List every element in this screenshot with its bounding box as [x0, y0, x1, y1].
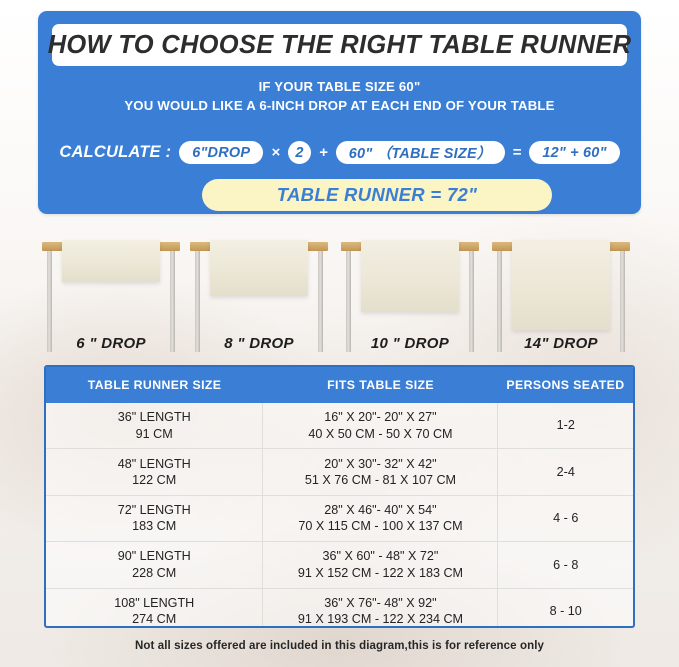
table-leg-left: [47, 248, 52, 352]
fits-inches: 20" X 30"- 32" X 42": [324, 456, 437, 471]
runner-inches: 108" LENGTH: [114, 595, 195, 610]
runner-cm: 122 CM: [132, 473, 177, 488]
fits-cm: 91 X 152 CM - 122 X 183 CM: [297, 565, 464, 580]
fits-cm: 51 X 76 CM - 81 X 107 CM: [304, 473, 457, 488]
subtitle-line-1: IF YOUR TABLE SIZE 60": [258, 79, 421, 94]
runner-result-text: TABLE RUNNER = 72": [276, 184, 478, 205]
drop-label: 14" DROP: [524, 335, 598, 352]
cell-runner-size: 48" LENGTH 122 CM: [46, 449, 264, 495]
calc-two-pill: 2: [288, 141, 312, 164]
drop-illustration-8: 8 " DROP: [186, 234, 332, 354]
runner-cm: 274 CM: [132, 612, 177, 627]
fits-cm: 40 X 50 CM - 50 X 70 CM: [308, 426, 453, 441]
runner-inches: 36" LENGTH: [117, 410, 191, 425]
fits-inches: 28" X 46"- 40" X 54": [324, 502, 437, 517]
fits-inches: 36" X 60" - 48" X 72": [322, 549, 439, 564]
table-leg-right: [469, 248, 474, 352]
plus-operator: +: [319, 144, 328, 161]
runner-cm: 228 CM: [132, 565, 177, 580]
runner-cm: 91 CM: [135, 426, 173, 441]
size-table: TABLE RUNNER SIZE FITS TABLE SIZE PERSON…: [44, 365, 635, 628]
drop-label: 6 " DROP: [76, 335, 146, 352]
cell-fits-table-size: 36" X 76"- 48" X 92" 91 X 193 CM - 122 X…: [263, 588, 499, 627]
drop-illustration-6: 6 " DROP: [38, 234, 184, 354]
hero-subtitle: IF YOUR TABLE SIZE 60" YOU WOULD LIKE A …: [38, 77, 641, 115]
runner-inches: 90" LENGTH: [117, 549, 191, 564]
column-header-fits-table-size: FITS TABLE SIZE: [327, 378, 435, 392]
table-leg-left: [195, 248, 200, 352]
cell-persons-seated: 8 - 10: [549, 604, 582, 618]
table-row: 108" LENGTH 274 CM 36" X 76"- 48" X 92" …: [46, 588, 633, 627]
drop-illustration-14: 14" DROP: [488, 234, 634, 354]
tabletop-right: [590, 242, 630, 251]
calculate-label: CALCULATE :: [59, 143, 172, 161]
table-row: 36" LENGTH 91 CM 16" X 20"- 20" X 27" 40…: [46, 403, 633, 450]
runner-cloth: [210, 240, 308, 296]
tabletop-right: [288, 242, 328, 251]
runner-cloth: [62, 240, 160, 282]
calculation-row: CALCULATE : 6"DROP × 2 + 60" （TABLE SIZE…: [38, 141, 641, 164]
table-leg-right: [318, 248, 323, 352]
runner-cm: 183 CM: [132, 519, 177, 534]
title-box: HOW TO CHOOSE THE RIGHT TABLE RUNNER: [48, 24, 631, 66]
tabletop-right: [439, 242, 479, 251]
multiply-operator: ×: [271, 144, 281, 161]
fits-cm: 70 X 115 CM - 100 X 137 CM: [298, 519, 463, 534]
runner-inches: 48" LENGTH: [117, 456, 191, 471]
column-header-persons-seated: PERSONS SEATED: [506, 378, 625, 392]
calc-drop-pill: 6"DROP: [179, 141, 264, 164]
calc-table-size-pill: 60" （TABLE SIZE）: [335, 141, 505, 164]
equals-operator: =: [512, 144, 522, 161]
table-row: 72" LENGTH 183 CM 28" X 46"- 40" X 54" 7…: [46, 495, 633, 543]
footnote: Not all sizes offered are included in th…: [134, 640, 545, 652]
drop-illustration-10: 10 " DROP: [337, 234, 483, 354]
table-row: 90" LENGTH 228 CM 36" X 60" - 48" X 72" …: [46, 542, 633, 589]
subtitle-line-2: YOU WOULD LIKE A 6-INCH DROP AT EACH END…: [124, 98, 555, 113]
table-leg-right: [620, 248, 625, 352]
fits-cm: 91 X 193 CM - 122 X 234 CM: [297, 612, 464, 627]
fits-inches: 16" X 20"- 20" X 27": [324, 410, 437, 425]
calc-result-pill: 12" + 60": [529, 141, 620, 164]
cell-fits-table-size: 16" X 20"- 20" X 27" 40 X 50 CM - 50 X 7…: [263, 403, 499, 449]
page-title: HOW TO CHOOSE THE RIGHT TABLE RUNNER: [47, 30, 632, 59]
column-header-runner-size: TABLE RUNNER SIZE: [87, 378, 222, 392]
cell-runner-size: 72" LENGTH 183 CM: [46, 495, 264, 542]
cell-persons-seated: 4 - 6: [553, 511, 579, 526]
hero-panel: HOW TO CHOOSE THE RIGHT TABLE RUNNER IF …: [38, 11, 641, 214]
table-leg-right: [170, 248, 175, 352]
drop-illustrations: 6 " DROP 8 " DROP 10 " DROP 14" DROP: [38, 234, 641, 354]
fits-inches: 36" X 76"- 48" X 92": [324, 595, 437, 610]
runner-cloth: [361, 240, 459, 312]
cell-persons-seated: 6 - 8: [553, 557, 579, 572]
cell-runner-size: 108" LENGTH 274 CM: [46, 588, 264, 627]
cell-fits-table-size: 20" X 30"- 32" X 42" 51 X 76 CM - 81 X 1…: [263, 449, 499, 495]
table-leg-left: [346, 248, 351, 352]
table-header-row: TABLE RUNNER SIZE FITS TABLE SIZE PERSON…: [46, 367, 633, 403]
runner-inches: 72" LENGTH: [117, 502, 191, 517]
drop-label: 10 " DROP: [370, 335, 450, 352]
cell-persons-seated: 1-2: [556, 418, 575, 433]
table-leg-left: [497, 248, 502, 352]
runner-cloth: [512, 240, 610, 330]
cell-fits-table-size: 28" X 46"- 40" X 54" 70 X 115 CM - 100 X…: [263, 495, 499, 542]
runner-result-pill: TABLE RUNNER = 72": [202, 179, 552, 211]
tabletop-right: [140, 242, 180, 251]
cell-fits-table-size: 36" X 60" - 48" X 72" 91 X 152 CM - 122 …: [263, 542, 499, 588]
drop-label: 8 " DROP: [224, 335, 294, 352]
table-row: 48" LENGTH 122 CM 20" X 30"- 32" X 42" 5…: [46, 449, 633, 496]
cell-persons-seated: 2-4: [556, 464, 575, 479]
cell-runner-size: 90" LENGTH 228 CM: [46, 542, 264, 588]
cell-runner-size: 36" LENGTH 91 CM: [46, 403, 264, 449]
